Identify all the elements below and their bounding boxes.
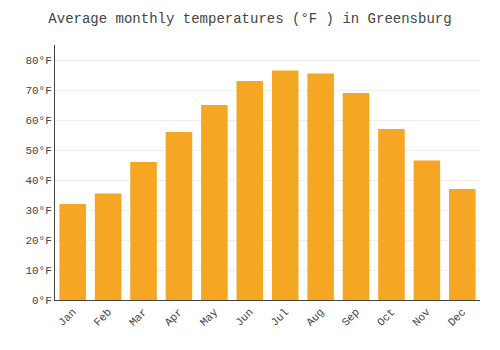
- svg-text:Dec: Dec: [446, 306, 468, 328]
- svg-text:Feb: Feb: [92, 306, 114, 328]
- svg-text:70°F: 70°F: [25, 85, 51, 97]
- svg-text:Aug: Aug: [304, 306, 326, 328]
- svg-text:30°F: 30°F: [25, 205, 51, 217]
- svg-text:Jul: Jul: [269, 306, 291, 328]
- svg-text:May: May: [198, 306, 221, 329]
- svg-text:Apr: Apr: [162, 306, 184, 328]
- svg-text:40°F: 40°F: [25, 175, 51, 187]
- svg-text:Jun: Jun: [233, 306, 255, 328]
- svg-text:50°F: 50°F: [25, 145, 51, 157]
- svg-text:Average monthly temperatures (: Average monthly temperatures (°F ) in Gr…: [48, 11, 451, 27]
- svg-text:80°F: 80°F: [25, 55, 51, 67]
- svg-text:60°F: 60°F: [25, 115, 51, 127]
- svg-text:Oct: Oct: [375, 306, 397, 328]
- svg-text:Jan: Jan: [56, 306, 78, 328]
- svg-text:0°F: 0°F: [32, 295, 52, 307]
- svg-text:20°F: 20°F: [25, 235, 51, 247]
- svg-text:Mar: Mar: [127, 306, 149, 328]
- svg-text:Nov: Nov: [410, 306, 433, 329]
- svg-text:Sep: Sep: [340, 306, 362, 328]
- svg-text:10°F: 10°F: [25, 265, 51, 277]
